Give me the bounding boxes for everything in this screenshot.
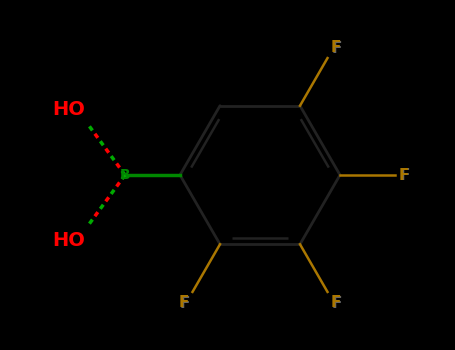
Text: F: F — [180, 296, 191, 311]
Text: F: F — [400, 168, 410, 183]
Text: F: F — [330, 295, 341, 310]
Text: F: F — [332, 296, 342, 311]
Text: HO: HO — [52, 231, 85, 250]
Text: HO: HO — [52, 100, 85, 119]
Text: B: B — [120, 168, 130, 182]
Text: F: F — [179, 295, 189, 310]
Text: F: F — [330, 40, 341, 55]
Text: F: F — [332, 41, 342, 56]
Text: F: F — [399, 168, 410, 182]
